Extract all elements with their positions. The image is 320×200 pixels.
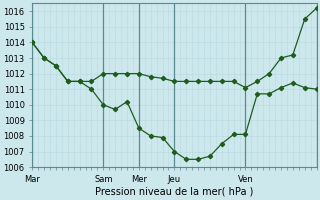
X-axis label: Pression niveau de la mer( hPa ): Pression niveau de la mer( hPa ): [95, 187, 253, 197]
